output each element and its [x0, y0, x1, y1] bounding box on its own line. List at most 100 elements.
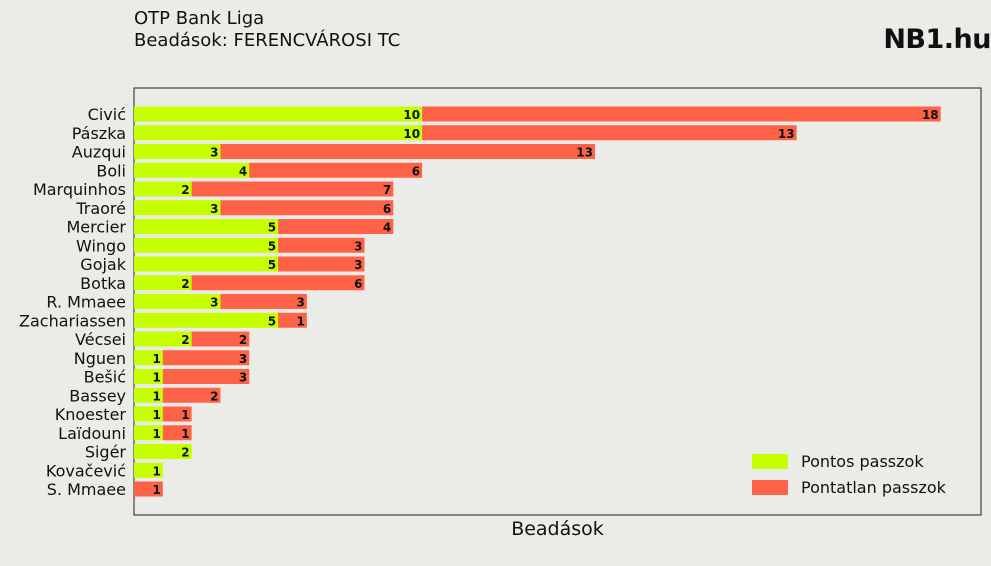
legend-label: Pontos passzok [801, 452, 924, 471]
value-label-inaccurate: 3 [354, 239, 362, 253]
bar-inaccurate [134, 481, 163, 497]
value-label-inaccurate: 1 [181, 408, 189, 422]
bar-accurate [134, 462, 163, 478]
chart-title: OTP Bank Liga [134, 8, 265, 29]
value-label-accurate: 5 [268, 239, 276, 253]
category-label: Civić [88, 105, 126, 124]
category-label: Nguen [74, 349, 126, 368]
value-label-accurate: 5 [268, 258, 276, 272]
brand-logo: NB1.hu [883, 24, 991, 55]
bar-accurate [134, 125, 423, 141]
category-label: Sigér [85, 443, 127, 462]
category-label: Bešić [84, 368, 126, 387]
legend-label: Pontatlan passzok [801, 478, 947, 497]
value-label-accurate: 2 [181, 277, 189, 291]
bar-accurate [134, 406, 163, 422]
value-label-inaccurate: 3 [239, 352, 247, 366]
value-label-accurate: 4 [239, 164, 247, 178]
bar-inaccurate [249, 162, 423, 178]
value-label-inaccurate: 3 [354, 258, 362, 272]
bar-accurate [134, 275, 192, 291]
value-label-accurate: 1 [152, 352, 160, 366]
bar-inaccurate [278, 312, 307, 328]
value-label-accurate: 10 [403, 127, 420, 141]
bar-accurate [134, 425, 163, 441]
bar-inaccurate [278, 256, 365, 272]
bar-inaccurate [191, 275, 365, 291]
x-axis-label: Beadások [511, 518, 604, 540]
value-label-inaccurate: 2 [210, 389, 218, 403]
bar-accurate [134, 144, 221, 159]
value-label-accurate: 1 [152, 389, 160, 403]
category-label: Botka [80, 274, 126, 293]
category-label: Knoester [55, 405, 127, 424]
value-label-accurate: 1 [152, 408, 160, 422]
category-label: Wingo [76, 236, 126, 255]
category-label: Marquinhos [33, 180, 126, 199]
bar-inaccurate [191, 331, 250, 347]
value-label-accurate: 2 [181, 446, 189, 460]
bar-accurate [134, 294, 221, 309]
bar-inaccurate [162, 387, 221, 403]
value-label-inaccurate: 1 [152, 483, 160, 497]
chart-subtitle: Beadások: FERENCVÁROSI TC [134, 30, 401, 51]
legend-swatch [752, 454, 788, 469]
bar-inaccurate [220, 144, 595, 159]
bar-inaccurate [422, 106, 941, 122]
category-label: Zachariassen [19, 311, 126, 330]
value-label-inaccurate: 6 [354, 277, 362, 291]
value-label-inaccurate: 6 [412, 164, 420, 178]
bar-inaccurate [162, 406, 192, 422]
bar-inaccurate [220, 294, 307, 309]
bar-accurate [134, 237, 279, 253]
value-label-accurate: 1 [152, 464, 160, 478]
bar-inaccurate [191, 181, 394, 197]
bar-inaccurate [220, 200, 394, 216]
bar-inaccurate [278, 237, 365, 253]
title-block: OTP Bank Liga Beadások: FERENCVÁROSI TC [134, 8, 400, 52]
value-label-accurate: 3 [210, 146, 218, 160]
category-label: S. Mmaee [47, 480, 126, 499]
value-label-inaccurate: 1 [181, 427, 189, 441]
value-label-accurate: 2 [181, 333, 189, 347]
value-label-inaccurate: 13 [778, 127, 795, 141]
category-label: Mercier [66, 218, 126, 237]
category-label: Traoré [75, 199, 126, 218]
bar-accurate [134, 350, 163, 366]
bar-inaccurate [162, 425, 192, 441]
bar-accurate [134, 312, 279, 328]
bar-accurate [134, 200, 221, 216]
value-label-accurate: 5 [268, 314, 276, 328]
value-label-accurate: 10 [403, 108, 420, 122]
category-label: Boli [96, 161, 126, 180]
bar-accurate [134, 106, 423, 122]
value-label-inaccurate: 1 [296, 314, 304, 328]
bar-accurate [134, 162, 250, 178]
value-label-accurate: 3 [210, 296, 218, 310]
value-label-inaccurate: 7 [383, 183, 391, 197]
value-label-inaccurate: 2 [239, 333, 247, 347]
bar-inaccurate [162, 350, 250, 366]
value-label-inaccurate: 6 [383, 202, 391, 216]
bar-accurate [134, 181, 192, 197]
bar-inaccurate [278, 219, 394, 234]
bar-accurate [134, 444, 192, 459]
bar-accurate [134, 256, 279, 272]
value-label-accurate: 1 [152, 427, 160, 441]
value-label-inaccurate: 4 [383, 221, 391, 235]
bar-inaccurate [422, 125, 797, 141]
category-label: Auzqui [72, 143, 126, 162]
category-label: Vécsei [75, 330, 126, 349]
category-label: Laïdouni [58, 424, 126, 443]
category-label: Bassey [69, 386, 126, 405]
legend-swatch [752, 480, 788, 495]
category-label: Pászka [72, 124, 126, 143]
value-label-accurate: 1 [152, 371, 160, 385]
value-label-accurate: 5 [268, 221, 276, 235]
value-label-accurate: 3 [210, 202, 218, 216]
bar-accurate [134, 387, 163, 403]
bar-accurate [134, 369, 163, 384]
value-label-inaccurate: 3 [239, 371, 247, 385]
value-label-inaccurate: 18 [922, 108, 939, 122]
